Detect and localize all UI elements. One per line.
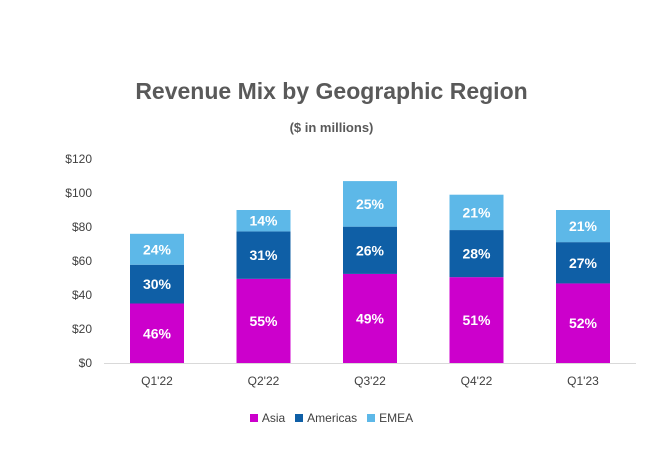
chart-title: Revenue Mix by Geographic Region [135, 78, 528, 104]
chart-subtitle: ($ in millions) [289, 120, 374, 135]
bar-segment [449, 230, 504, 278]
data-label: 28% [462, 246, 491, 262]
data-label: 46% [143, 325, 172, 341]
bar-segment [236, 210, 291, 232]
bar-segment [556, 242, 610, 284]
data-label: 14% [249, 213, 278, 229]
legend-item-americas: Americas [295, 411, 357, 425]
data-label: 21% [569, 218, 598, 234]
data-label: 52% [569, 315, 598, 331]
y-tick-label: $80 [72, 220, 92, 234]
data-label: 49% [356, 310, 385, 326]
x-tick-label: Q3'22 [354, 374, 386, 388]
data-label: 30% [143, 276, 172, 292]
y-tick-label: $40 [72, 288, 92, 302]
legend-swatch-asia [249, 414, 258, 422]
bar-segment [236, 278, 291, 363]
bar-segment [130, 264, 184, 304]
data-label: 31% [249, 247, 278, 263]
bar-segment [343, 273, 397, 363]
bar-segment [556, 210, 610, 243]
data-label: 55% [249, 313, 278, 329]
y-tick-label: $100 [65, 186, 92, 200]
x-tick-label: Q1'22 [141, 374, 173, 388]
legend: Asia Americas EMEA [0, 411, 663, 425]
y-tick-label: $120 [65, 152, 92, 166]
data-label: 51% [462, 312, 491, 328]
bar-segment [130, 303, 184, 363]
legend-swatch-emea [367, 414, 376, 422]
legend-swatch-americas [295, 414, 304, 422]
bar-segment [449, 194, 504, 231]
data-label: 24% [143, 241, 172, 257]
data-label: 25% [356, 196, 385, 212]
data-label: 27% [569, 255, 598, 271]
bar-segment [343, 181, 397, 227]
y-tick-label: $60 [72, 254, 92, 268]
y-tick-label: $0 [79, 356, 93, 370]
data-label: 21% [462, 204, 491, 220]
bar-segment [449, 277, 504, 363]
bar-segment [343, 226, 397, 274]
x-tick-label: Q1'23 [567, 374, 599, 388]
bar-segment [236, 231, 291, 279]
legend-item-emea: EMEA [367, 411, 413, 425]
y-tick-label: $20 [72, 322, 92, 336]
legend-item-asia: Asia [249, 411, 286, 425]
legend-label-asia: Asia [261, 411, 286, 425]
legend-label-americas: Americas [307, 411, 358, 425]
data-label: 26% [356, 242, 385, 258]
x-tick-label: Q2'22 [248, 374, 280, 388]
bar-segment [130, 233, 184, 265]
legend-label-emea: EMEA [379, 411, 414, 425]
bar-segment [556, 283, 610, 363]
x-tick-label: Q4'22 [461, 374, 493, 388]
